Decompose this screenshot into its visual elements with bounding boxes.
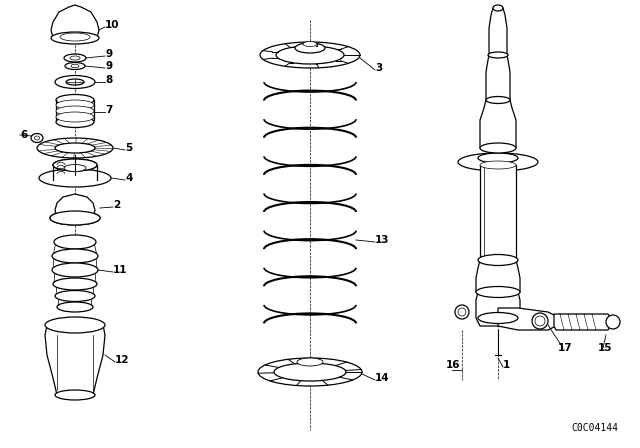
Ellipse shape: [52, 263, 98, 277]
Text: 10: 10: [105, 20, 120, 30]
Ellipse shape: [53, 159, 97, 171]
Ellipse shape: [276, 46, 344, 64]
Text: 9: 9: [105, 61, 112, 71]
Ellipse shape: [53, 278, 97, 290]
Ellipse shape: [31, 134, 43, 142]
Ellipse shape: [65, 63, 85, 69]
Ellipse shape: [476, 287, 520, 297]
Polygon shape: [498, 308, 556, 330]
Ellipse shape: [55, 390, 95, 400]
Polygon shape: [476, 260, 520, 292]
Ellipse shape: [478, 254, 518, 266]
Ellipse shape: [480, 161, 516, 169]
Ellipse shape: [56, 116, 94, 128]
Polygon shape: [55, 194, 95, 218]
Text: 17: 17: [558, 343, 573, 353]
Ellipse shape: [303, 42, 317, 47]
Ellipse shape: [51, 32, 99, 44]
Polygon shape: [476, 292, 520, 326]
Text: 6: 6: [20, 130, 28, 140]
Ellipse shape: [535, 316, 545, 326]
Text: 16: 16: [446, 360, 461, 370]
Text: 1: 1: [503, 360, 510, 370]
Ellipse shape: [56, 106, 94, 116]
Text: 12: 12: [115, 355, 129, 365]
Text: 7: 7: [105, 105, 113, 115]
Ellipse shape: [478, 313, 518, 323]
Ellipse shape: [60, 33, 90, 41]
Ellipse shape: [55, 143, 95, 153]
Polygon shape: [486, 55, 510, 100]
Ellipse shape: [480, 143, 516, 153]
Text: 3: 3: [375, 63, 382, 73]
Ellipse shape: [45, 317, 105, 333]
Ellipse shape: [54, 235, 96, 249]
Ellipse shape: [260, 42, 360, 68]
Ellipse shape: [493, 5, 503, 11]
Text: 8: 8: [105, 75, 112, 85]
Ellipse shape: [56, 95, 94, 105]
Ellipse shape: [295, 43, 325, 53]
Ellipse shape: [66, 79, 84, 85]
Ellipse shape: [70, 56, 80, 60]
Ellipse shape: [458, 308, 466, 316]
Text: 15: 15: [598, 343, 612, 353]
Polygon shape: [480, 100, 516, 148]
Bar: [480, 165, 516, 260]
Ellipse shape: [458, 153, 538, 171]
Ellipse shape: [56, 112, 94, 122]
Text: 9: 9: [105, 49, 112, 59]
Ellipse shape: [532, 313, 548, 329]
Polygon shape: [489, 8, 507, 55]
Ellipse shape: [55, 290, 95, 302]
Text: 2: 2: [113, 200, 120, 210]
Ellipse shape: [455, 305, 469, 319]
Ellipse shape: [55, 76, 95, 89]
Ellipse shape: [39, 169, 111, 187]
Ellipse shape: [50, 211, 100, 225]
Text: 14: 14: [375, 373, 390, 383]
Ellipse shape: [52, 249, 98, 263]
Ellipse shape: [64, 54, 86, 62]
Ellipse shape: [53, 159, 97, 171]
Ellipse shape: [478, 153, 518, 163]
Text: C0C04144: C0C04144: [572, 423, 618, 433]
Polygon shape: [554, 314, 613, 330]
Ellipse shape: [50, 211, 100, 225]
Ellipse shape: [258, 358, 362, 386]
Ellipse shape: [35, 136, 40, 140]
Ellipse shape: [37, 138, 113, 158]
Text: 4: 4: [125, 173, 132, 183]
Text: 13: 13: [375, 235, 390, 245]
Ellipse shape: [486, 96, 510, 103]
Ellipse shape: [297, 358, 323, 366]
Ellipse shape: [56, 100, 94, 110]
Ellipse shape: [57, 302, 93, 312]
Ellipse shape: [64, 164, 86, 172]
Text: 5: 5: [125, 143, 132, 153]
Text: 11: 11: [113, 265, 127, 275]
Ellipse shape: [71, 64, 79, 68]
Ellipse shape: [488, 52, 508, 58]
Polygon shape: [45, 325, 105, 395]
Polygon shape: [51, 5, 99, 38]
Ellipse shape: [606, 315, 620, 329]
Ellipse shape: [274, 363, 346, 381]
